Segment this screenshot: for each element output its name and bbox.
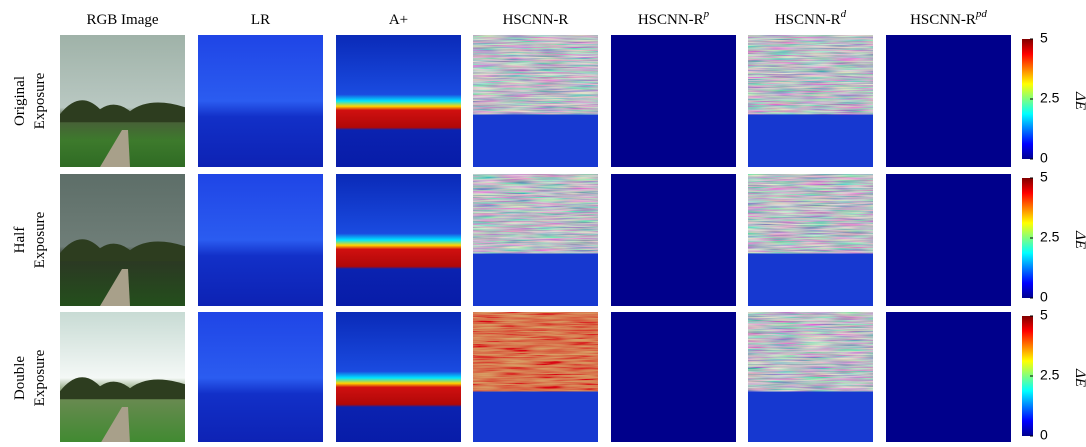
image-panel: [473, 312, 598, 442]
colorbar-tick-label: 5: [1040, 30, 1048, 46]
image-panel: [886, 35, 1011, 167]
header-text: LR: [251, 12, 270, 28]
heatmap-noise: [748, 174, 873, 253]
colorbar-tick-label: 2.5: [1040, 229, 1060, 245]
row-label: Exposure: [32, 72, 48, 129]
heatmap-noise: [473, 174, 598, 253]
colorbar-tick-label: 5: [1040, 307, 1048, 323]
heatmap: [336, 312, 461, 442]
header-text: HSCNN-R: [910, 12, 976, 28]
heatmap: [198, 312, 323, 442]
image-panel: [886, 312, 1011, 442]
image-panel: [611, 174, 736, 306]
image-panel: [336, 35, 461, 167]
column-header: RGB Image: [86, 12, 158, 28]
image-panel: [748, 35, 873, 167]
heatmap: [611, 174, 736, 306]
image-panel: [60, 35, 185, 167]
image-panel: [198, 35, 323, 167]
heatmap: [198, 35, 323, 167]
colorbar-tick-label: 0: [1040, 427, 1048, 442]
column-header: LR: [251, 12, 270, 28]
heatmap: [886, 174, 1011, 306]
colorbar-label: ΔE: [1072, 368, 1086, 387]
heatmap: [886, 312, 1011, 442]
heatmap: [886, 35, 1011, 167]
heatmap: [336, 35, 461, 167]
heatmap: [611, 35, 736, 167]
heatmap: [198, 174, 323, 306]
header-text: HSCNN-R: [638, 12, 704, 28]
image-panel: [611, 312, 736, 442]
colorbar-tick-label: 2.5: [1040, 367, 1060, 383]
heatmap-noise: [748, 35, 873, 114]
row-label: Exposure: [32, 349, 48, 406]
image-panel: [198, 174, 323, 306]
image-panel: [611, 35, 736, 167]
column-header: HSCNN-Rd: [775, 8, 847, 28]
colorbar-tick-label: 0: [1040, 289, 1048, 305]
header-superscript: d: [841, 8, 847, 20]
header-text: A+: [389, 12, 408, 28]
heatmap: [336, 174, 461, 306]
image-panel: [60, 174, 185, 306]
row-label: Exposure: [32, 211, 48, 268]
colorbar-tick-label: 0: [1040, 150, 1048, 166]
image-panel: [473, 35, 598, 167]
column-header: HSCNN-R: [503, 12, 569, 28]
column-header: A+: [389, 12, 408, 28]
image-panel: [336, 312, 461, 442]
image-panel: [198, 312, 323, 442]
image-panel: [336, 174, 461, 306]
header-text: HSCNN-R: [775, 12, 841, 28]
heatmap-noise: [473, 312, 598, 391]
header-text: HSCNN-R: [503, 12, 569, 28]
column-header: HSCNN-Rp: [638, 8, 710, 28]
header-superscript: p: [703, 8, 710, 20]
row-label: Double: [12, 356, 28, 401]
header-text: RGB Image: [86, 12, 158, 28]
column-header: HSCNN-Rpd: [910, 8, 987, 28]
colorbar-label: ΔE: [1072, 91, 1086, 110]
image-panel: [886, 174, 1011, 306]
row-label: Half: [12, 227, 28, 254]
image-panel: [748, 312, 873, 442]
colorbar-tick-label: 5: [1040, 169, 1048, 185]
image-panel: [473, 174, 598, 306]
figure: RGB ImageLRA+HSCNN-RHSCNN-RpHSCNN-RdHSCN…: [0, 0, 1086, 442]
row-label: Original: [12, 76, 28, 126]
image-panel: [748, 174, 873, 306]
colorbar-tick-label: 2.5: [1040, 90, 1060, 106]
heatmap-noise: [473, 35, 598, 114]
image-panel: [60, 312, 185, 442]
colorbar-label: ΔE: [1072, 230, 1086, 249]
heatmap-noise: [748, 312, 873, 391]
header-superscript: pd: [975, 8, 988, 20]
heatmap: [611, 312, 736, 442]
